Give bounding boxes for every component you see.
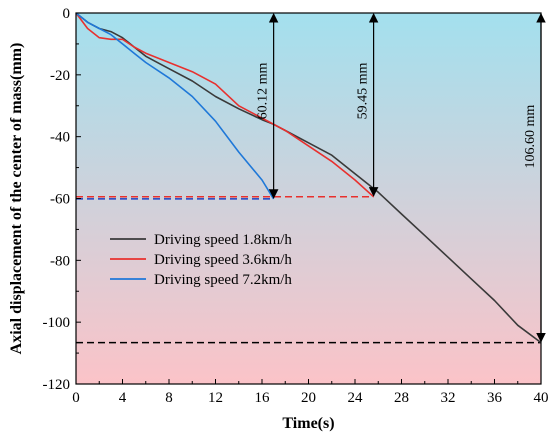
legend-label: Driving speed 7.2km/h	[154, 272, 292, 288]
x-tick-label: 28	[394, 390, 409, 406]
y-tick-label: -60	[50, 192, 70, 208]
x-tick-label: 8	[165, 390, 173, 406]
y-tick-label: -120	[43, 377, 71, 393]
x-tick-label: 20	[301, 390, 316, 406]
series-line	[75, 12, 375, 198]
x-tick-label: 0	[72, 390, 80, 406]
y-tick-label: -20	[50, 68, 70, 84]
x-tick-label: 4	[119, 390, 127, 406]
y-axis-label: Axial displacement of the center of mass…	[8, 43, 25, 355]
x-tick-label: 16	[255, 390, 271, 406]
x-axis-label: Time(s)	[282, 415, 334, 432]
x-tick-label: 12	[208, 390, 223, 406]
x-tick-label: 32	[441, 390, 456, 406]
series-line	[75, 12, 275, 200]
x-tick-label: 40	[534, 390, 549, 406]
y-tick-label: -100	[43, 315, 71, 331]
legend: Driving speed 1.8km/h Driving speed 3.6km…	[110, 232, 292, 288]
legend-label: Driving speed 1.8km/h	[154, 232, 292, 248]
dimension-label: 106.60 mm	[523, 105, 538, 169]
dimension-label: 60.12 mm	[256, 63, 271, 120]
x-tick-label: 36	[487, 390, 503, 406]
dimension-label: 59.45 mm	[356, 63, 371, 120]
y-tick-label: 0	[63, 6, 71, 22]
x-tick-label: 24	[348, 390, 364, 406]
y-tick-label: -80	[50, 253, 70, 269]
y-tick-label: -40	[50, 130, 70, 146]
legend-label: Driving speed 3.6km/h	[154, 252, 292, 268]
